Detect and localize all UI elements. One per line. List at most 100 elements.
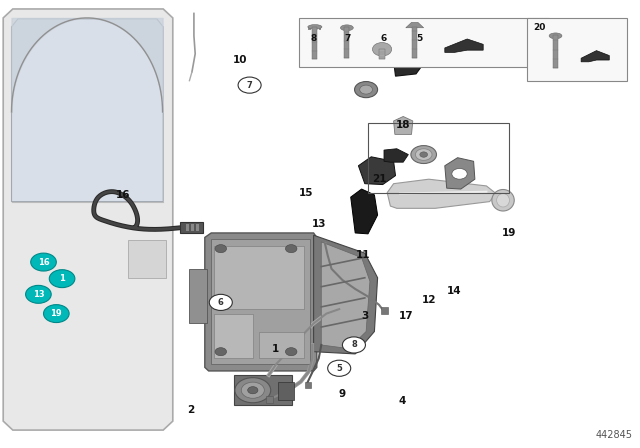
Bar: [527, 18, 627, 81]
Text: 7: 7: [344, 34, 351, 43]
Text: 8: 8: [310, 34, 317, 43]
Text: 3: 3: [361, 311, 369, 321]
Text: 6: 6: [218, 298, 224, 307]
Text: 8: 8: [351, 340, 356, 349]
Text: 13: 13: [33, 290, 44, 299]
Text: 442845: 442845: [595, 430, 632, 440]
Bar: [211, 239, 310, 364]
Polygon shape: [333, 36, 362, 58]
Bar: [259, 332, 304, 358]
Text: 18: 18: [396, 121, 410, 130]
Circle shape: [26, 285, 51, 303]
Text: 11: 11: [356, 250, 371, 260]
Polygon shape: [358, 157, 396, 185]
Polygon shape: [384, 149, 408, 162]
Ellipse shape: [372, 43, 392, 56]
Polygon shape: [445, 39, 483, 52]
Bar: [368, 123, 509, 193]
Text: 19: 19: [51, 309, 62, 318]
Circle shape: [340, 40, 355, 51]
Text: 6: 6: [381, 34, 387, 43]
Circle shape: [238, 77, 261, 93]
Polygon shape: [321, 242, 370, 349]
Circle shape: [342, 337, 365, 353]
Text: 19: 19: [502, 228, 516, 238]
Text: 1: 1: [59, 274, 65, 283]
Ellipse shape: [497, 194, 509, 207]
Ellipse shape: [549, 33, 562, 39]
Ellipse shape: [340, 25, 353, 30]
Polygon shape: [205, 233, 317, 371]
Bar: [214, 314, 253, 358]
Ellipse shape: [415, 149, 432, 160]
Text: 5: 5: [416, 34, 422, 43]
Bar: [381, 307, 388, 314]
Circle shape: [44, 305, 69, 323]
Polygon shape: [581, 51, 609, 62]
Circle shape: [452, 168, 467, 179]
Bar: [186, 224, 189, 231]
Bar: [180, 222, 203, 233]
Polygon shape: [406, 22, 424, 28]
Circle shape: [31, 253, 56, 271]
Bar: [278, 382, 294, 400]
Bar: [196, 224, 199, 231]
Bar: [308, 27, 311, 30]
Circle shape: [285, 245, 297, 253]
Ellipse shape: [492, 190, 515, 211]
Bar: [191, 224, 194, 231]
Circle shape: [209, 294, 232, 310]
Bar: [128, 240, 166, 278]
Bar: [412, 27, 417, 58]
Bar: [312, 27, 317, 59]
Circle shape: [360, 85, 372, 94]
Circle shape: [235, 378, 271, 403]
Text: 1: 1: [271, 345, 279, 354]
Bar: [314, 27, 316, 30]
Text: 9: 9: [339, 389, 346, 399]
Bar: [266, 396, 273, 403]
Ellipse shape: [411, 146, 436, 164]
Circle shape: [285, 348, 297, 356]
Circle shape: [215, 348, 227, 356]
Bar: [305, 382, 311, 388]
Circle shape: [355, 82, 378, 98]
Polygon shape: [445, 158, 475, 189]
Bar: [189, 269, 207, 323]
Bar: [553, 35, 558, 68]
Bar: [299, 18, 549, 67]
Circle shape: [328, 360, 351, 376]
Bar: [344, 27, 349, 58]
Polygon shape: [3, 9, 173, 430]
Ellipse shape: [308, 25, 322, 29]
Circle shape: [49, 270, 75, 288]
Ellipse shape: [420, 152, 428, 157]
Bar: [319, 27, 321, 30]
Text: 13: 13: [312, 219, 326, 229]
Polygon shape: [351, 189, 378, 234]
Polygon shape: [12, 19, 163, 202]
Circle shape: [241, 382, 264, 398]
Text: 2: 2: [187, 405, 195, 415]
Text: 10: 10: [233, 56, 247, 65]
Text: 16: 16: [116, 190, 130, 200]
Polygon shape: [394, 116, 413, 134]
Text: 5: 5: [336, 364, 342, 373]
Circle shape: [248, 387, 258, 394]
Polygon shape: [390, 27, 428, 76]
Bar: [379, 49, 385, 59]
Text: 4: 4: [398, 396, 406, 406]
Text: 21: 21: [372, 174, 387, 184]
Circle shape: [215, 245, 227, 253]
Polygon shape: [387, 179, 496, 208]
Text: 7: 7: [247, 81, 252, 90]
Text: 20: 20: [533, 23, 546, 32]
Text: 17: 17: [399, 311, 413, 321]
Text: 15: 15: [299, 188, 313, 198]
Text: 12: 12: [422, 295, 436, 305]
Polygon shape: [314, 235, 378, 354]
Text: 14: 14: [447, 286, 461, 296]
Bar: [214, 246, 304, 309]
Text: 16: 16: [38, 258, 49, 267]
Bar: [234, 375, 292, 405]
